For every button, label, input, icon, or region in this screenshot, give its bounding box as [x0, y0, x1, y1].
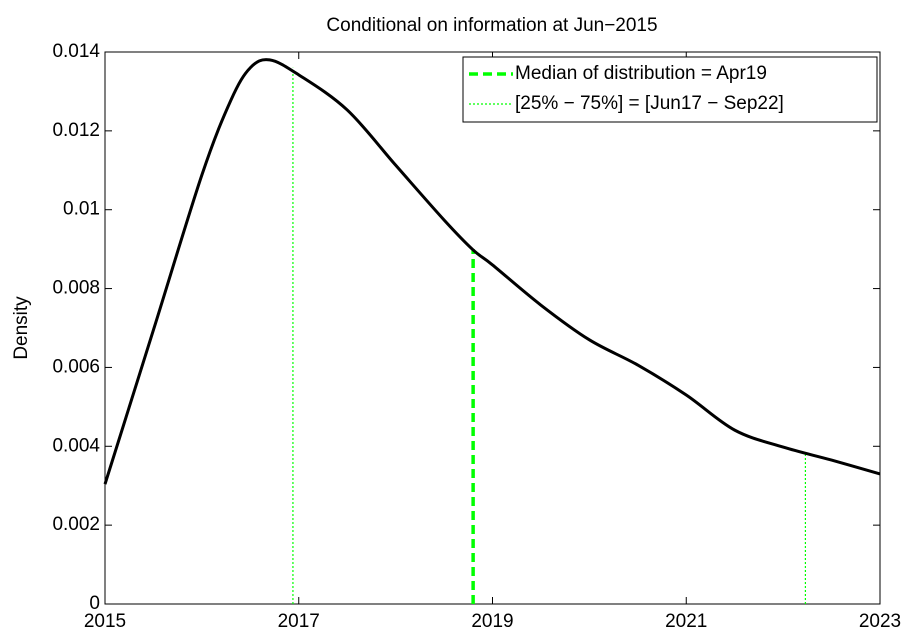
x-tick-label: 2021 [665, 611, 707, 632]
legend-label: Median of distribution = Apr19 [515, 63, 767, 84]
density-curve [103, 58, 881, 485]
chart-title: Conditional on information at Jun−2015 [326, 15, 657, 36]
y-axis-label: Density [11, 296, 32, 360]
y-tick-label: 0.012 [52, 120, 100, 141]
x-tick-label: 2017 [278, 611, 320, 632]
x-tick-label: 2019 [471, 611, 513, 632]
y-tick-label: 0.01 [63, 199, 100, 220]
x-tick-label: 2023 [859, 611, 901, 632]
y-tick-label: 0 [89, 593, 100, 614]
plot-frame [104, 51, 881, 605]
y-tick-label: 0.004 [52, 435, 100, 456]
y-tick-label: 0.008 [52, 278, 100, 299]
y-tick-label: 0.002 [52, 514, 100, 535]
legend-label: [25% − 75%] = [Jun17 − Sep22] [515, 93, 784, 114]
legend-box [462, 56, 878, 123]
y-tick-label: 0.014 [52, 41, 100, 62]
y-tick-label: 0.006 [52, 356, 100, 377]
x-tick-label: 2015 [84, 611, 126, 632]
